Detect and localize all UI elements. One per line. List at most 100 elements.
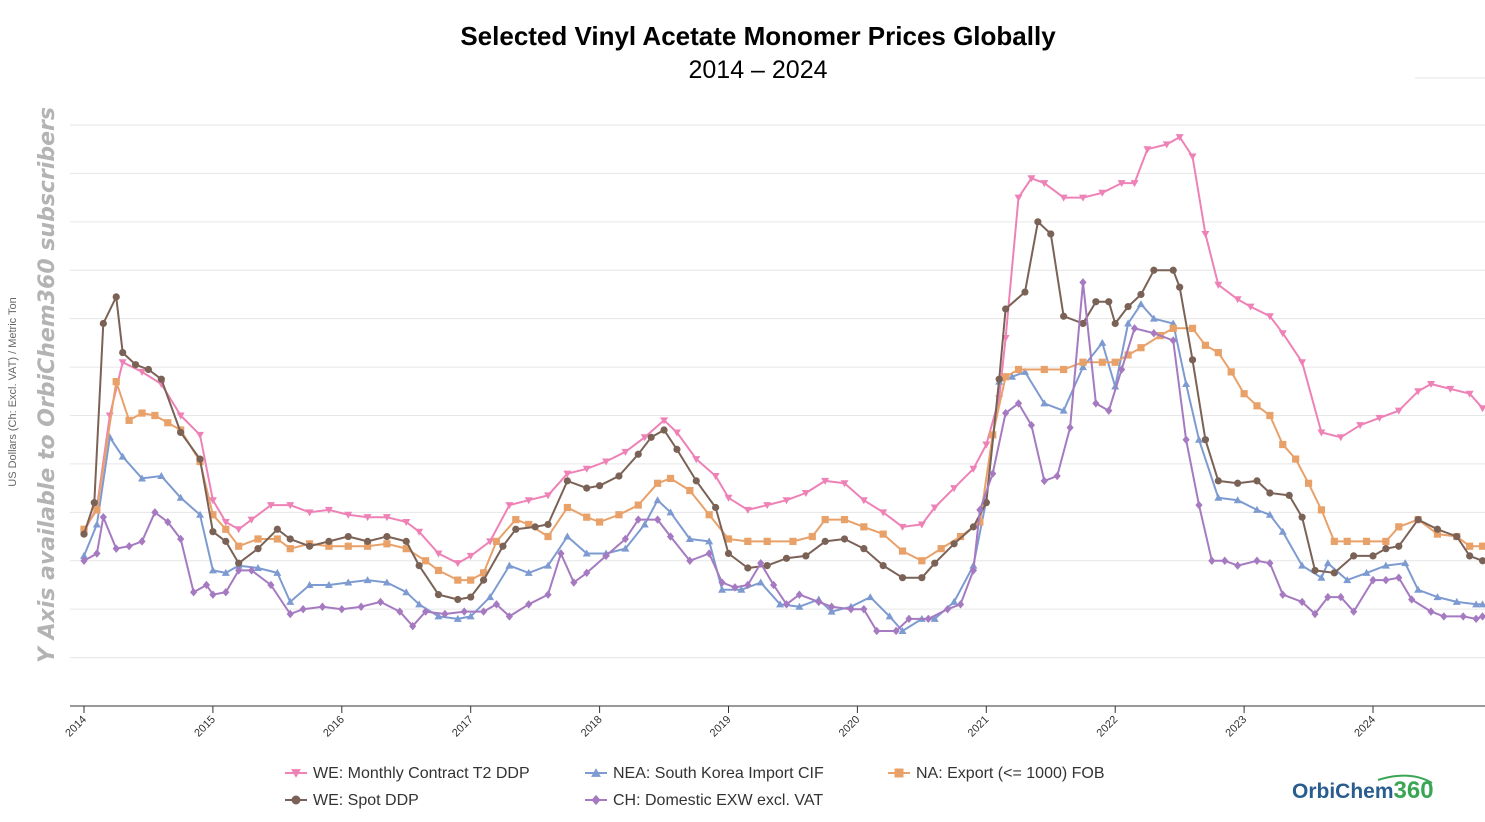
- data-point: [1343, 576, 1352, 584]
- data-point: [531, 523, 539, 531]
- data-point: [1002, 305, 1010, 313]
- legend-label: WE: Spot DDP: [313, 792, 419, 809]
- data-point: [1285, 491, 1293, 499]
- data-point: [222, 588, 230, 597]
- data-point: [1169, 266, 1177, 274]
- logo-text-number: 360: [1394, 777, 1434, 804]
- data-point: [808, 532, 816, 541]
- data-point: [782, 497, 791, 505]
- data-point: [827, 607, 836, 615]
- data-point: [763, 561, 771, 570]
- data-point: [1066, 423, 1074, 432]
- data-point: [1369, 552, 1377, 560]
- y-axis-note: Y Axis available to OrbiChem360 subscrib…: [35, 107, 60, 663]
- data-point: [189, 588, 198, 597]
- data-point: [286, 545, 294, 553]
- data-point: [931, 559, 939, 567]
- data-point: [705, 537, 714, 545]
- data-point: [654, 479, 662, 487]
- data-point: [776, 600, 785, 608]
- data-point: [969, 566, 978, 575]
- data-point: [1201, 341, 1210, 349]
- data-point: [756, 578, 765, 586]
- data-point: [976, 505, 984, 515]
- data-point: [582, 549, 591, 557]
- data-point: [1446, 385, 1455, 393]
- series-layer: [80, 134, 1485, 636]
- data-point: [286, 535, 294, 543]
- data-point: [1208, 556, 1216, 565]
- data-point: [1265, 313, 1274, 321]
- data-point: [1266, 411, 1274, 420]
- data-point: [801, 489, 810, 497]
- data-point: [112, 293, 120, 301]
- data-point: [363, 576, 372, 584]
- data-point: [1130, 324, 1139, 333]
- data-point: [950, 597, 959, 605]
- data-point: [866, 593, 875, 601]
- data-point: [744, 537, 752, 545]
- data-point: [711, 473, 720, 481]
- data-point: [196, 455, 204, 463]
- data-point: [563, 470, 572, 478]
- data-point: [222, 537, 230, 545]
- data-point: [1266, 489, 1274, 497]
- data-point: [615, 511, 623, 519]
- data-point: [286, 609, 294, 619]
- x-tick-label: 2020: [837, 714, 863, 740]
- data-point: [286, 502, 295, 510]
- data-point: [544, 590, 552, 599]
- data-point: [583, 484, 591, 492]
- data-point: [712, 503, 720, 512]
- data-point: [621, 534, 629, 544]
- data-point: [950, 485, 959, 493]
- data-point: [1381, 561, 1390, 569]
- data-point: [1317, 429, 1326, 437]
- data-point: [1369, 575, 1377, 585]
- data-point: [660, 426, 668, 434]
- data-point: [1298, 513, 1306, 521]
- data-point: [1137, 344, 1145, 352]
- data-point: [1021, 288, 1029, 296]
- data-point: [1394, 407, 1403, 415]
- data-point: [1002, 373, 1010, 381]
- data-point: [1466, 542, 1474, 550]
- data-point: [724, 549, 733, 558]
- data-point: [782, 554, 791, 562]
- data-point: [1253, 556, 1261, 565]
- data-point: [1124, 319, 1133, 327]
- data-point: [596, 518, 604, 526]
- data-point: [1040, 365, 1048, 374]
- data-point: [1111, 358, 1119, 366]
- data-point: [944, 604, 952, 614]
- data-point: [467, 593, 475, 601]
- data-point: [1027, 175, 1036, 183]
- data-point: [80, 530, 88, 538]
- data-point: [1375, 414, 1384, 422]
- data-point: [1356, 422, 1365, 430]
- data-point: [894, 768, 904, 778]
- data-point: [1253, 402, 1261, 410]
- data-point: [344, 532, 352, 541]
- data-point: [176, 493, 185, 501]
- data-point: [157, 375, 165, 383]
- data-point: [1265, 510, 1274, 518]
- data-point: [1214, 348, 1222, 357]
- data-point: [344, 542, 352, 550]
- data-point: [305, 509, 314, 517]
- data-point: [860, 604, 868, 614]
- data-point: [1188, 153, 1197, 161]
- data-point: [92, 520, 101, 528]
- data-point: [1034, 218, 1042, 226]
- legend-label: CH: Domestic EXW excl. VAT: [613, 792, 823, 809]
- data-point: [1292, 455, 1300, 463]
- data-point: [1452, 597, 1461, 605]
- data-point: [1466, 552, 1474, 560]
- data-point: [583, 513, 591, 521]
- data-point: [151, 508, 159, 517]
- data-point: [1040, 476, 1048, 486]
- data-point: [325, 542, 333, 550]
- data-point: [138, 409, 146, 417]
- data-point: [1105, 406, 1113, 415]
- data-point: [402, 588, 411, 596]
